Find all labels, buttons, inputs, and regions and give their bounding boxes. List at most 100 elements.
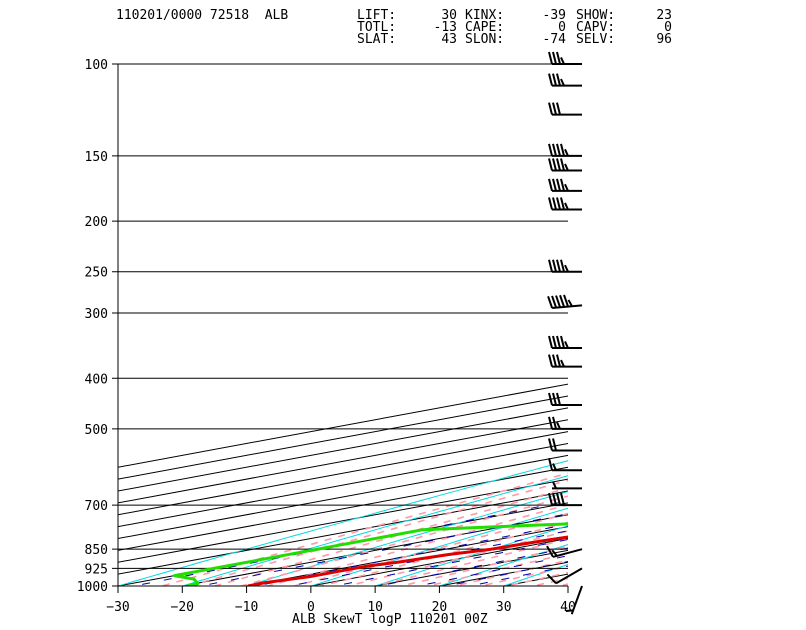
wind-barb	[548, 143, 582, 157]
barb-feather	[551, 295, 558, 308]
isotherm-line	[118, 490, 568, 575]
dry-adiabat-line	[309, 507, 568, 586]
moist-adiabat-line	[237, 495, 568, 586]
mixing-ratio-line	[253, 523, 568, 586]
wind-barb	[548, 438, 582, 452]
index-label: CAPE:	[465, 20, 505, 35]
pressure-tick-label: 925	[85, 562, 108, 577]
pressure-tick-label: 700	[85, 499, 108, 514]
wind-barb	[548, 335, 582, 350]
dry-adiabat-line	[602, 64, 806, 597]
barb-feather	[556, 259, 561, 272]
temperature-tick-label: −20	[171, 600, 194, 615]
dry-adiabat-line	[732, 64, 806, 597]
moist-adiabat-line	[503, 571, 568, 586]
isotherm-line	[572, 64, 806, 597]
barb-feather	[548, 178, 553, 192]
station-header: 110201/0000 72518 ALB	[116, 8, 289, 23]
barb-feather	[560, 158, 565, 171]
sounding-series	[173, 522, 568, 586]
mixing-ratio-line	[415, 555, 568, 586]
barb-feather	[552, 335, 557, 349]
moist-adiabat-line	[424, 552, 568, 586]
temperature-tick-label: 20	[432, 600, 448, 615]
barb-feather	[548, 354, 553, 367]
temperature-tick-label: 30	[496, 600, 512, 615]
barb-feather	[560, 178, 565, 192]
parcel-path	[749, 221, 806, 505]
pressure-tick-label: 200	[85, 215, 108, 230]
barb-feather	[548, 416, 553, 430]
index-value: 0	[558, 20, 566, 35]
barb-feather	[563, 294, 569, 307]
barb-staff	[552, 548, 583, 558]
index-label: CAPV:	[576, 20, 616, 35]
barb-feather	[556, 178, 561, 192]
index-label: KINX:	[465, 8, 505, 23]
barb-feather	[548, 457, 553, 471]
plot-frame	[117, 64, 568, 587]
wind-barb	[548, 158, 582, 172]
wind-barb	[548, 51, 582, 65]
barb-feather	[548, 73, 553, 86]
moist-adiabat-line	[450, 559, 568, 586]
barb-feather	[548, 143, 553, 157]
isotherm-line	[118, 466, 568, 551]
barb-feather	[552, 197, 557, 210]
barb-feather	[548, 197, 553, 210]
barb-feather	[552, 178, 557, 192]
index-label: SLON:	[465, 32, 505, 47]
barb-feather	[548, 438, 553, 451]
moist-adiabat-line	[290, 512, 568, 586]
barb-feather	[556, 354, 561, 367]
dry-adiabat-line	[118, 460, 568, 586]
barb-feather	[559, 294, 566, 308]
barb-feather	[552, 259, 557, 272]
temperature-tick-label: −30	[106, 600, 129, 615]
barb-feather	[552, 492, 557, 506]
temperature-tick-label: −10	[235, 600, 258, 615]
wind-barb	[565, 585, 583, 615]
moist-adiabat-line	[159, 472, 568, 586]
mixing-ratio-line	[198, 513, 568, 586]
mixing-ratio-line	[131, 500, 568, 586]
isotherm-line	[179, 514, 568, 586]
isotherm-line	[243, 526, 568, 586]
barb-feather	[560, 335, 565, 349]
barb-feather	[552, 102, 557, 115]
wind-barb	[548, 178, 582, 192]
barb-feather	[551, 549, 558, 557]
barb-feather	[548, 158, 553, 171]
barb-feather	[560, 78, 565, 87]
barb-feather	[564, 148, 569, 157]
wind-barb	[548, 457, 582, 472]
barb-feather	[564, 202, 569, 210]
wind-barbs	[546, 51, 583, 615]
barb-feather	[546, 573, 557, 585]
isotherm-line	[118, 395, 568, 480]
wind-barb	[548, 102, 582, 116]
isotherm-line	[118, 383, 568, 468]
barb-feather	[548, 392, 553, 406]
moist-adiabat-line	[264, 503, 568, 586]
barb-feather	[556, 158, 561, 171]
barb-feather	[547, 295, 554, 309]
barb-feather	[548, 335, 553, 349]
dry-adiabat-line	[244, 491, 568, 586]
dry-adiabat-line	[437, 544, 568, 586]
mixing-ratio-line	[467, 565, 568, 586]
isotherm-line	[436, 561, 568, 586]
isotherm-line	[118, 407, 568, 492]
isotherm-line	[372, 549, 568, 586]
index-value: -39	[542, 8, 566, 23]
barb-feather	[552, 438, 557, 451]
barb-feather	[556, 421, 561, 430]
pressure-tick-label: 850	[85, 543, 108, 558]
dry-adiabat-lines	[118, 64, 806, 597]
temperature-tick-label: 0	[307, 600, 315, 615]
barb-feather	[564, 340, 569, 349]
mixing-ratio-line	[375, 547, 568, 586]
barb-feather	[560, 197, 565, 210]
mixing-ratio-line	[444, 561, 568, 586]
barb-feather	[556, 102, 561, 115]
